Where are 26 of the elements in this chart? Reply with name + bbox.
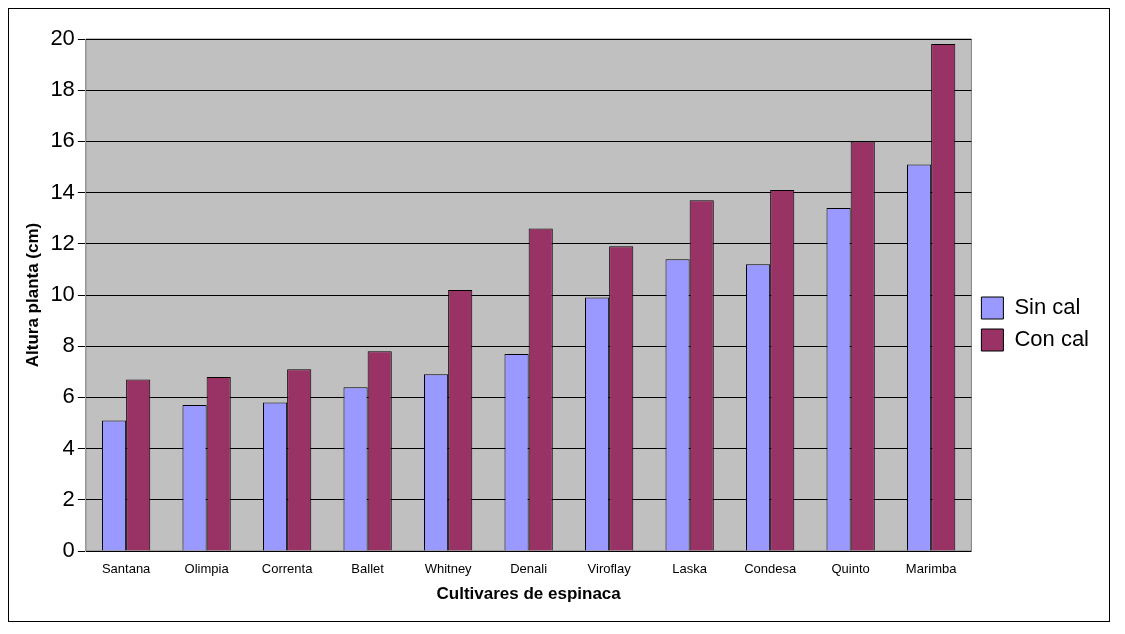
x-tick-label: Correnta — [261, 561, 314, 577]
x-tick-label: Viroflay — [587, 561, 632, 577]
y-tick-label: 18 — [50, 76, 75, 102]
y-tick-label: 0 — [62, 537, 75, 563]
x-tick-label: Santana — [101, 561, 152, 577]
y-tick-label: 14 — [50, 178, 75, 204]
x-tick-label: Olimpia — [184, 561, 230, 577]
y-tick-label: 12 — [50, 229, 75, 255]
legend-label: Con cal — [1014, 326, 1089, 352]
y-tick-label: 4 — [62, 434, 75, 460]
x-tick-label: Whitney — [424, 561, 473, 577]
y-tick-label: 16 — [50, 127, 75, 153]
legend-label: Sin cal — [1014, 294, 1081, 320]
x-tick-label: Marimba — [905, 561, 958, 577]
x-tick-label: Denali — [510, 561, 548, 577]
y-tick-label: 10 — [50, 281, 75, 307]
y-tick-label: 8 — [62, 332, 75, 358]
x-tick-label: Quinto — [831, 561, 870, 577]
x-axis-title: Cultivares de espinaca — [436, 584, 622, 604]
y-tick-label: 2 — [62, 485, 75, 511]
y-tick-label: 6 — [62, 383, 75, 409]
y-axis-title: Altura planta (cm) — [22, 222, 42, 368]
x-tick-label: Laska — [672, 561, 708, 577]
y-tick-label: 20 — [50, 25, 75, 51]
x-tick-label: Condesa — [744, 561, 797, 577]
x-tick-label: Ballet — [351, 561, 385, 577]
